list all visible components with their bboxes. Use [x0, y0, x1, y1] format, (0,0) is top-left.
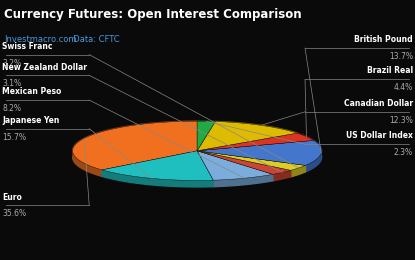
Polygon shape — [305, 140, 322, 172]
Polygon shape — [197, 121, 215, 128]
Text: Currency Futures: Open Interest Comparison: Currency Futures: Open Interest Comparis… — [4, 8, 302, 21]
Text: Data: CFTC: Data: CFTC — [68, 35, 120, 44]
Text: Brazil Real: Brazil Real — [367, 66, 413, 75]
Text: Swiss Franc: Swiss Franc — [2, 42, 53, 51]
Text: 3.1%: 3.1% — [2, 79, 21, 88]
Polygon shape — [273, 170, 291, 181]
Text: New Zealand Dollar: New Zealand Dollar — [2, 62, 87, 72]
Polygon shape — [102, 151, 213, 180]
Polygon shape — [197, 140, 322, 165]
Text: US Dollar Index: US Dollar Index — [346, 131, 413, 140]
Text: Euro: Euro — [2, 192, 22, 202]
Polygon shape — [197, 151, 305, 170]
Text: Investmacro.com: Investmacro.com — [4, 35, 77, 44]
Text: Mexican Peso: Mexican Peso — [2, 87, 61, 96]
Polygon shape — [213, 174, 273, 187]
Text: Japanese Yen: Japanese Yen — [2, 116, 59, 125]
Polygon shape — [197, 133, 314, 151]
Polygon shape — [73, 121, 197, 176]
Polygon shape — [73, 121, 197, 170]
Text: 12.3%: 12.3% — [389, 116, 413, 125]
Text: 2.3%: 2.3% — [394, 148, 413, 157]
Polygon shape — [197, 121, 215, 151]
Text: British Pound: British Pound — [354, 35, 413, 44]
Text: 13.7%: 13.7% — [389, 52, 413, 61]
Text: 4.4%: 4.4% — [394, 83, 413, 92]
Text: Canadian Dollar: Canadian Dollar — [344, 99, 413, 108]
Text: 8.2%: 8.2% — [2, 104, 21, 113]
Polygon shape — [291, 165, 305, 177]
Polygon shape — [215, 121, 297, 140]
Polygon shape — [297, 133, 314, 147]
Text: 3.2%: 3.2% — [2, 58, 21, 68]
Text: 15.7%: 15.7% — [2, 133, 26, 142]
Text: 35.6%: 35.6% — [2, 209, 26, 218]
Polygon shape — [102, 170, 213, 187]
Polygon shape — [197, 151, 273, 180]
Polygon shape — [197, 121, 297, 151]
Polygon shape — [197, 151, 291, 174]
